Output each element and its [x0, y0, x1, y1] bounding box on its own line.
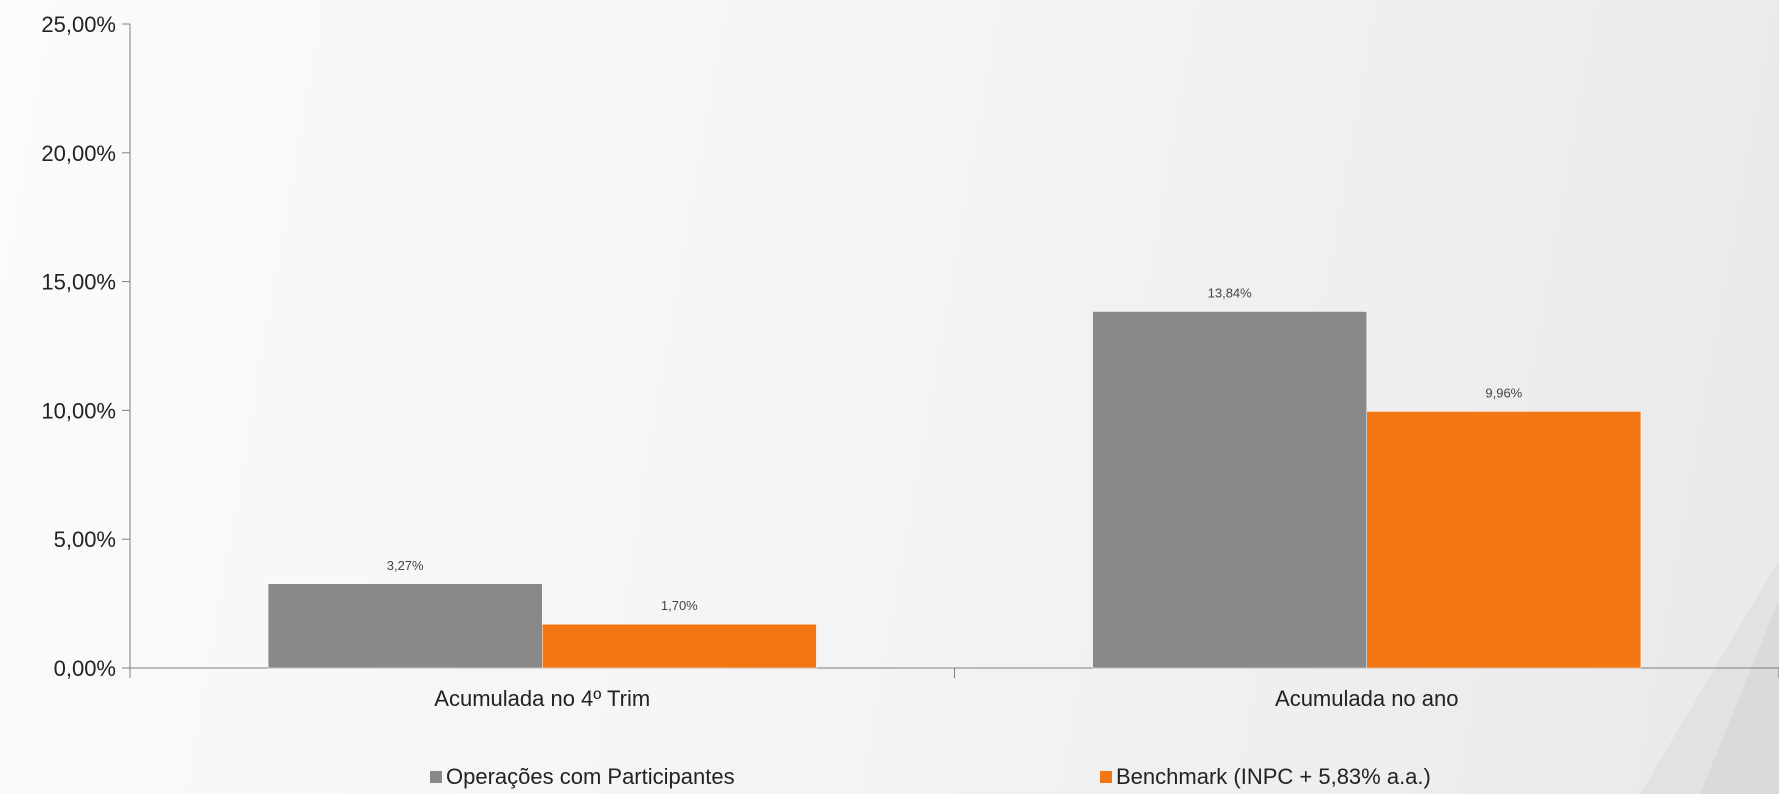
- bar-series-1-cat-1: [1366, 411, 1642, 669]
- y-tick-label: 5,00%: [54, 527, 116, 552]
- legend-swatch-series-0: [430, 771, 442, 783]
- bar-series-0-cat-0: [267, 583, 543, 669]
- y-axis: 0,00% 5,00% 10,00% 15,00% 20,00% 25,00%: [41, 12, 131, 681]
- data-label-series-1-cat-0: 1,70%: [661, 598, 698, 613]
- x-axis: Acumulada no 4º Trim Acumulada no ano: [129, 667, 1779, 711]
- y-tick-label: 25,00%: [41, 12, 116, 37]
- legend-label-series-0: Operações com Participantes: [446, 764, 735, 789]
- legend-item-series-0: Operações com Participantes: [430, 764, 735, 790]
- legend-label-series-1: Benchmark (INPC + 5,83% a.a.): [1116, 764, 1431, 789]
- y-tick-label: 20,00%: [41, 141, 116, 166]
- data-label-series-0-cat-0: 3,27%: [387, 558, 424, 573]
- bars: [267, 311, 1642, 669]
- bar-series-1-cat-0: [542, 623, 817, 669]
- y-tick-label: 10,00%: [41, 398, 116, 423]
- data-labels: 3,27% 1,70% 13,84% 9,96%: [387, 285, 1523, 613]
- y-tick-label: 15,00%: [41, 270, 116, 295]
- data-label-series-0-cat-1: 13,84%: [1208, 285, 1253, 300]
- legend-item-series-1: Benchmark (INPC + 5,83% a.a.): [1100, 764, 1431, 790]
- bar-series-0-cat-1: [1092, 311, 1367, 669]
- y-tick-label: 0,00%: [54, 656, 116, 681]
- legend: Operações com Participantes Benchmark (I…: [0, 764, 1779, 794]
- legend-swatch-series-1: [1100, 771, 1112, 783]
- x-category-label: Acumulada no 4º Trim: [434, 686, 650, 711]
- data-label-series-1-cat-1: 9,96%: [1485, 385, 1522, 400]
- x-category-label: Acumulada no ano: [1275, 686, 1458, 711]
